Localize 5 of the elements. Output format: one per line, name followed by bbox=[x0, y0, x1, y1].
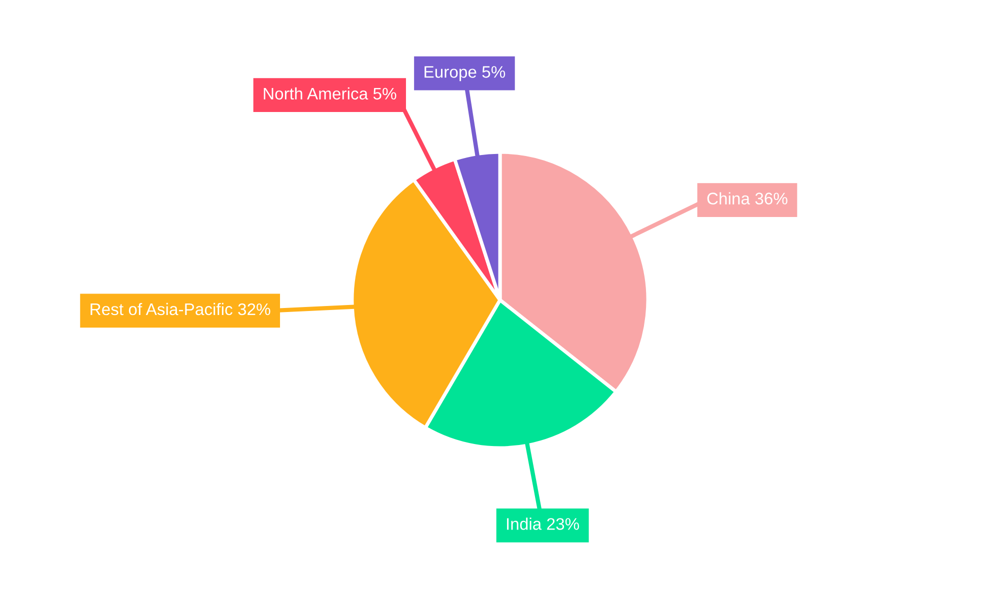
slice-label: Rest of Asia-Pacific 32% bbox=[90, 302, 270, 316]
slice-label: India 23% bbox=[507, 518, 580, 530]
slice-label: Europe 5% bbox=[424, 66, 506, 82]
slice-label: North America 5% bbox=[264, 87, 396, 100]
slice-label: China 36% bbox=[707, 192, 788, 204]
